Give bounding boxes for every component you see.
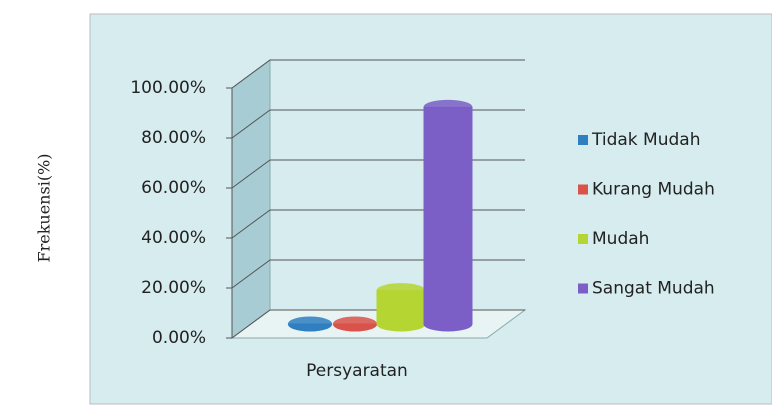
bar-top	[332, 316, 378, 332]
grid-line	[231, 59, 525, 89]
legend-label: Kurang Mudah	[592, 180, 715, 200]
y-tick-label: 80.00%	[141, 128, 206, 148]
side-wall	[231, 59, 271, 339]
bar	[423, 106, 473, 332]
legend-label: Sangat Mudah	[592, 279, 715, 299]
bar-top	[423, 99, 473, 115]
y-tick-label: 0.00%	[152, 328, 206, 348]
bar-top	[376, 283, 426, 299]
y-tick-label: 20.00%	[141, 278, 206, 298]
legend-swatch	[578, 234, 588, 244]
y-tick-label: 60.00%	[141, 178, 206, 198]
y-axis-label: Frekuensi(%)	[35, 153, 54, 262]
x-tick-label: Persyaratan	[306, 361, 408, 381]
y-tick-label: 40.00%	[141, 228, 206, 248]
y-tick-label: 100.00%	[130, 78, 206, 98]
bar-top	[287, 316, 333, 332]
legend-label: Mudah	[592, 229, 649, 249]
legend-label: Tidak Mudah	[591, 130, 700, 150]
legend-swatch	[578, 184, 588, 195]
legend-swatch	[578, 135, 588, 145]
legend-swatch	[578, 283, 588, 294]
